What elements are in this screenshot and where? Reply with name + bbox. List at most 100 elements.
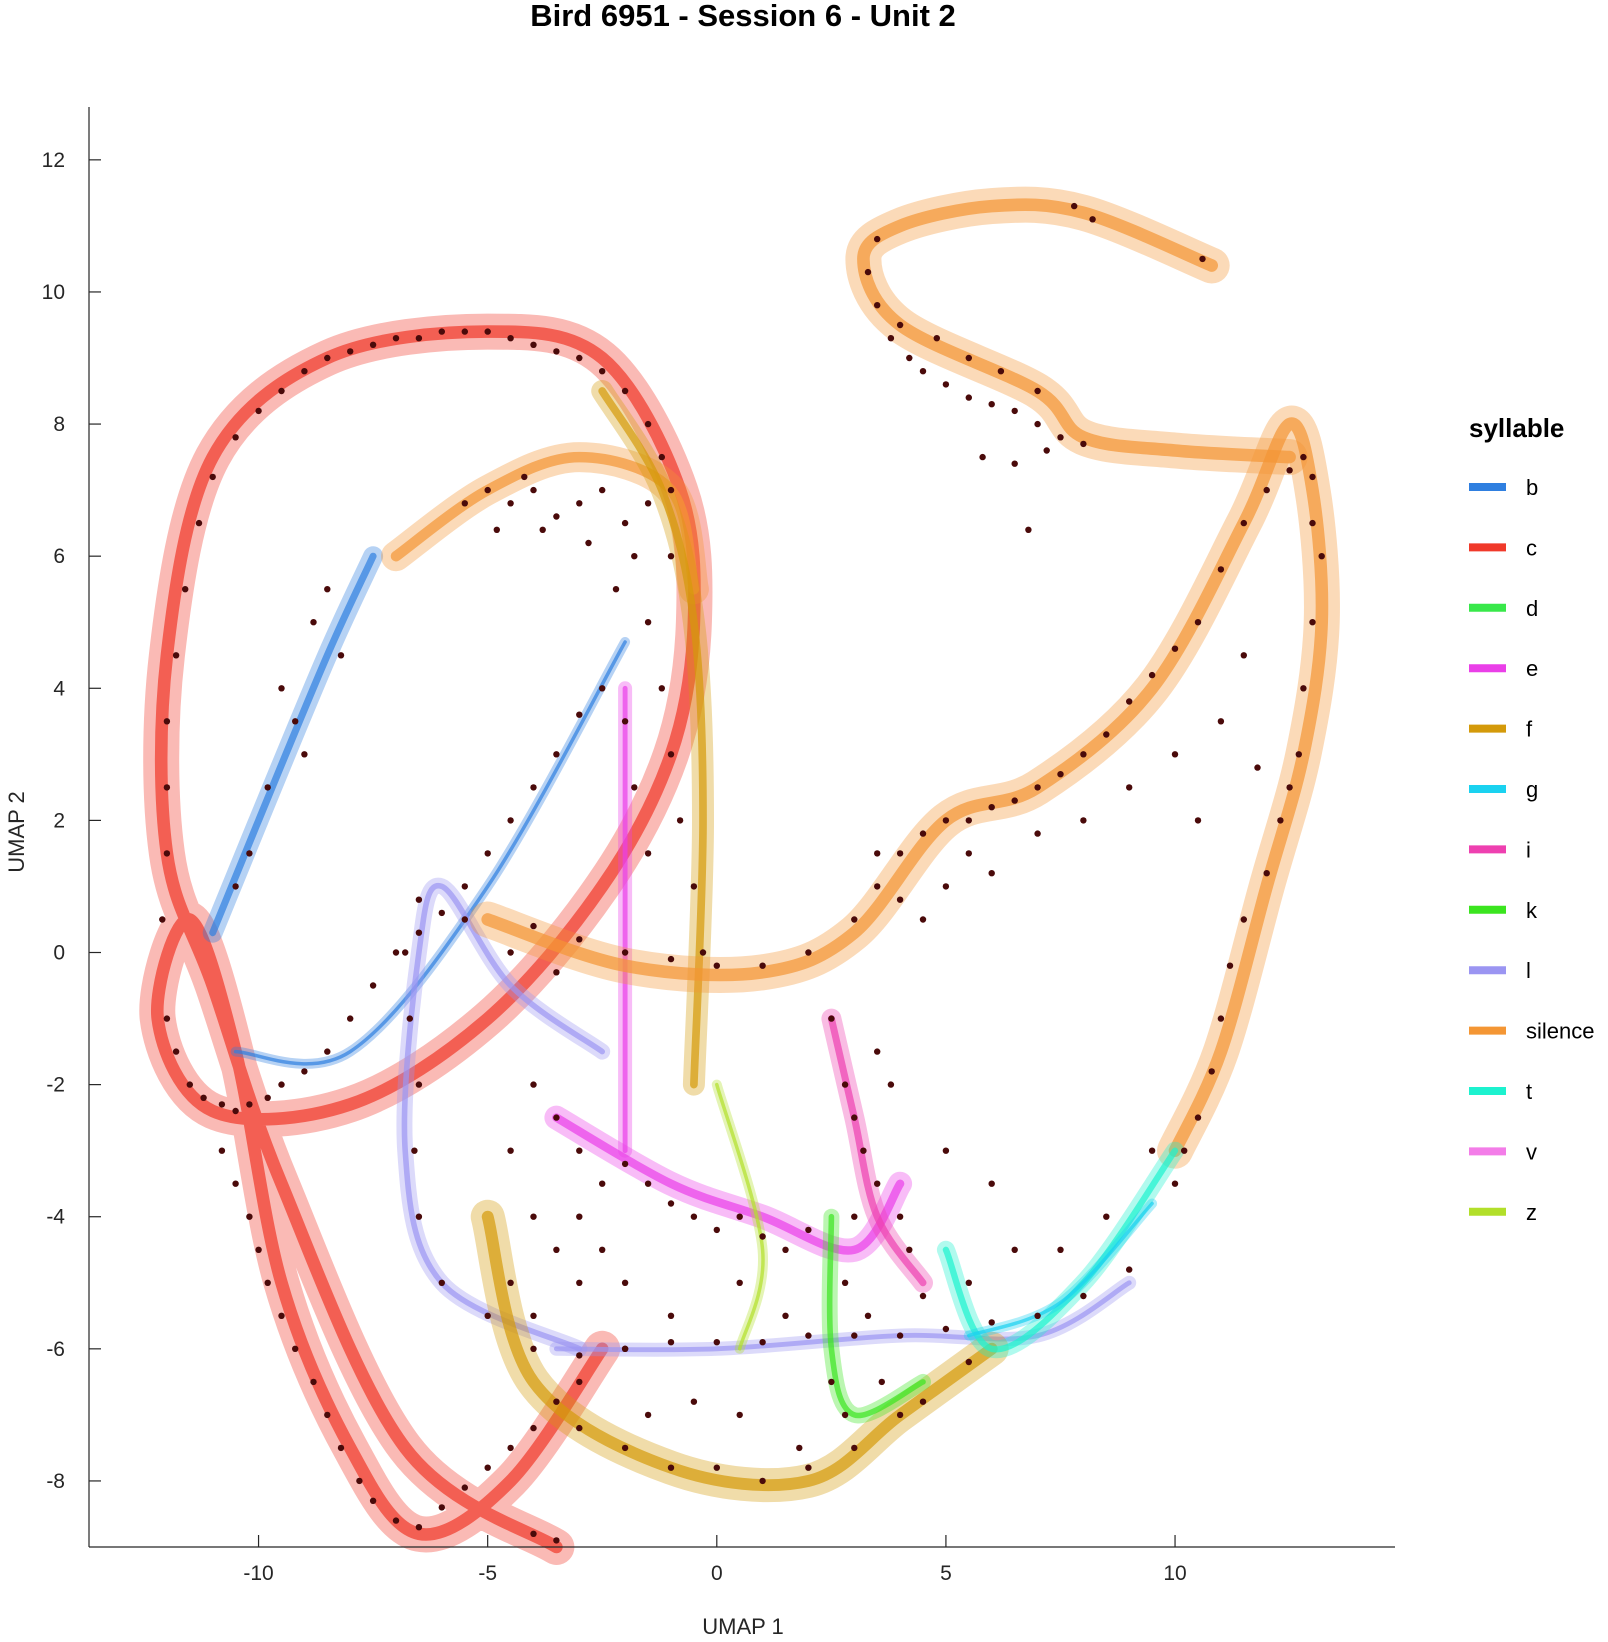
spike-point [874, 1180, 881, 1187]
spike-point [612, 586, 620, 593]
legend-label-silence: silence [1526, 1019, 1594, 1044]
spike-point [530, 922, 537, 930]
spike-point [484, 850, 491, 857]
spike-point [232, 434, 239, 441]
spike-point [507, 335, 514, 342]
spike-point [667, 955, 675, 963]
spike-point [301, 1068, 308, 1075]
spike-point [644, 500, 652, 507]
spike-point [415, 335, 423, 342]
trajectory-core-f-4 [598, 387, 707, 1089]
spike-point [759, 1477, 766, 1485]
spike-point [621, 1279, 629, 1287]
spike-point [1277, 817, 1284, 824]
spike-point [759, 1339, 766, 1346]
spike-point [599, 685, 606, 692]
spike-point [988, 870, 995, 877]
spike-point [841, 1081, 849, 1088]
legend-label-k: k [1526, 898, 1538, 923]
spike-point [621, 1160, 629, 1168]
spike-point [988, 804, 995, 811]
y-tick-label: 4 [53, 677, 65, 700]
spike-point [699, 949, 707, 956]
spike-point [759, 1233, 766, 1240]
spike-point [919, 368, 927, 375]
spike-point [690, 1398, 698, 1405]
spike-point [965, 354, 972, 362]
spike-point [347, 1015, 354, 1022]
spike-point [796, 1444, 803, 1452]
spike-point [841, 1411, 849, 1419]
spike-point [324, 1411, 331, 1419]
spike-point [576, 500, 583, 507]
spike-point [438, 1279, 445, 1287]
trajectory-core-k-13 [826, 1213, 926, 1419]
spike-point [713, 1226, 720, 1234]
spike-point [172, 652, 180, 659]
spike-point [507, 817, 514, 824]
spike-point [553, 1114, 560, 1121]
spike-point [1194, 1114, 1202, 1121]
spike-point [576, 1279, 583, 1287]
x-tick-label: -10 [243, 1562, 273, 1585]
spike-point [337, 1444, 345, 1452]
spike-point [599, 368, 606, 375]
spike-point [1025, 526, 1032, 533]
spike-point [736, 1279, 743, 1287]
spike-point [864, 1312, 872, 1320]
spike-point [1103, 1213, 1110, 1220]
spike-point [264, 784, 271, 791]
legend-label-v: v [1526, 1139, 1537, 1164]
spike-point [301, 368, 308, 375]
spike-point [576, 936, 583, 943]
spike-point [1171, 1180, 1179, 1187]
trajectory-core-b-1 [209, 552, 377, 937]
spike-point [1300, 685, 1307, 692]
spike-point [965, 850, 972, 857]
spike-point [860, 1147, 867, 1154]
spike-point [1011, 1246, 1018, 1254]
spike-point [690, 1213, 698, 1220]
spike-point [324, 1048, 331, 1055]
spike-point [621, 1444, 629, 1452]
spike-point [887, 335, 895, 342]
spike-point [1208, 1068, 1215, 1075]
spike-point [1286, 467, 1293, 474]
spike-point [530, 1530, 537, 1538]
spike-point [965, 1279, 972, 1287]
spike-point [874, 883, 881, 890]
spike-point [1057, 771, 1064, 778]
spike-point [667, 553, 675, 560]
spike-point [507, 500, 514, 507]
spike-point [736, 1411, 743, 1419]
spike-point [1080, 440, 1087, 448]
spike-point [461, 883, 468, 890]
spike-point [1057, 434, 1064, 441]
spike-point [415, 896, 423, 903]
spike-point [278, 685, 285, 692]
spike-point [576, 1147, 583, 1154]
spike-point [621, 718, 629, 725]
spike-point [979, 453, 986, 461]
spike-point [896, 850, 904, 857]
spike-point [644, 1411, 652, 1419]
spike-point [484, 1464, 491, 1471]
spike-point [676, 817, 684, 824]
spike-point [988, 1180, 995, 1187]
spike-point [292, 718, 299, 725]
spike-point [887, 1081, 895, 1088]
spike-point [484, 486, 491, 494]
spike-point [530, 1081, 537, 1088]
spike-point [507, 949, 514, 956]
spike-point [232, 883, 239, 890]
spike-point [621, 1345, 629, 1353]
spike-point [851, 1114, 858, 1121]
spike-point [782, 1312, 789, 1320]
spike-point [658, 453, 665, 461]
spike-point [1089, 216, 1096, 223]
spike-point [942, 381, 950, 388]
spike-point [851, 1444, 858, 1452]
trajectory-core-c-0 [150, 325, 701, 1554]
legend-label-e: e [1526, 656, 1538, 681]
